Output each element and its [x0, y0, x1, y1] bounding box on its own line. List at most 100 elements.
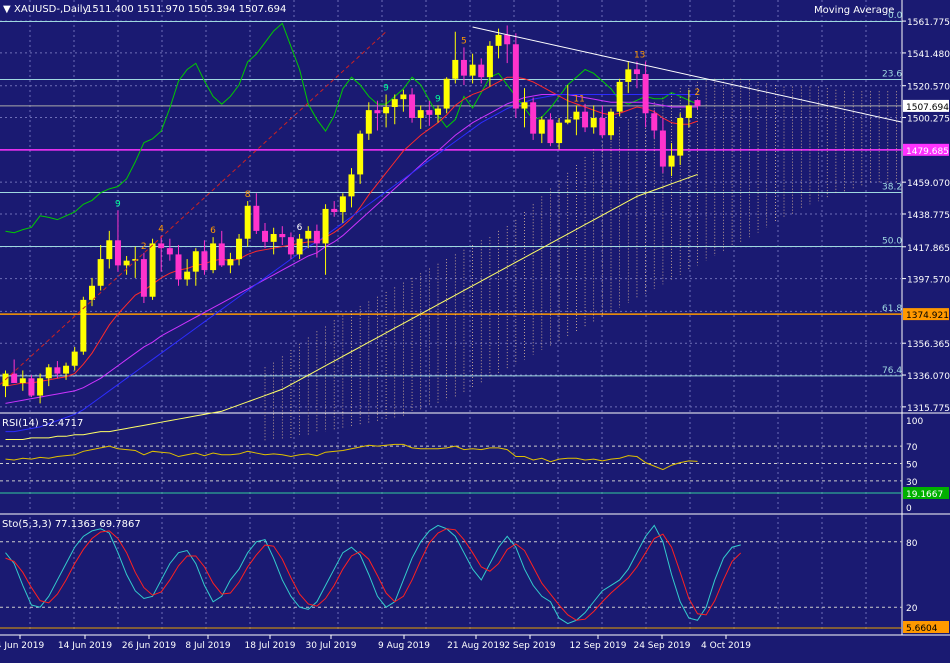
candle-body: [89, 285, 95, 300]
candle-body: [106, 240, 113, 260]
time-axis: 4 Jun 2019 14 Jun 2019 26 Jun 2019 8 Jul 20…: [0, 635, 751, 651]
candle-body: [63, 365, 70, 374]
price-tick-label: 1541.480: [907, 50, 950, 60]
candle-body: [158, 243, 165, 249]
fib-level-label: 76.4: [882, 366, 902, 376]
fib-level-label: 38.2: [882, 182, 902, 192]
rsi-tick-label: 70: [906, 443, 918, 453]
ma-mid-line: [5, 93, 698, 404]
candle-body: [339, 196, 346, 213]
candle-body: [374, 110, 381, 114]
candle-body: [262, 230, 268, 242]
fib-level-label: 61.8: [882, 304, 902, 314]
candle-body: [651, 113, 658, 131]
time-tick-label: 18 Jul 2019: [245, 641, 296, 651]
candle-body: [270, 234, 277, 242]
price-tag-label: 1374.921: [906, 311, 949, 321]
candle-body: [201, 251, 208, 271]
candle-count-label: 8: [245, 190, 251, 200]
candle-count-label: 9: [115, 199, 121, 209]
rsi-tick-label: 50: [906, 461, 918, 471]
candle-body: [538, 119, 545, 134]
candle-body: [677, 117, 684, 156]
rsi-tick-label: 0: [906, 504, 912, 514]
chart-title-arrow: ▼: [3, 4, 11, 15]
candle-body: [469, 64, 476, 76]
price-tick-label: 1315.775: [907, 404, 950, 414]
time-tick-label: 30 Jul 2019: [306, 641, 357, 651]
time-tick-label: 14 Jun 2019: [58, 641, 112, 651]
candle-annotations: 9 4 2 6 8 6 9 9 5 11 13 2: [115, 36, 700, 251]
candle-body: [227, 259, 234, 266]
price-tick-label: 1438.775: [907, 211, 950, 221]
trendline[interactable]: [472, 26, 903, 123]
candle-body: [582, 111, 589, 128]
candle-body: [296, 238, 303, 255]
fib-level-label: 50.0: [882, 237, 902, 247]
candle-body: [616, 81, 623, 112]
candle-body: [97, 259, 104, 286]
candle-count-label: 9: [435, 94, 441, 104]
candle-body: [547, 119, 554, 144]
candle-body: [400, 94, 407, 100]
candle-body: [71, 351, 78, 366]
candle-body: [244, 205, 251, 239]
candle-body: [54, 367, 61, 374]
moving-averages: [5, 76, 698, 440]
time-tick-label: 4 Oct 2019: [701, 641, 751, 651]
candle-body: [218, 243, 225, 266]
candle-body: [504, 34, 511, 45]
candle-body: [452, 59, 459, 79]
rsi-tag: [903, 487, 949, 499]
oscillator-series: [5, 22, 698, 234]
candles: [2, 25, 701, 404]
stochastic-title: Sto(5,3,3) 77.1363 69.7867: [2, 519, 141, 530]
trendline-dashed[interactable]: [0, 31, 387, 385]
price-tick-label: 1500.275: [907, 115, 950, 125]
candle-count-label: 4: [158, 225, 164, 235]
time-tick-label: 24 Sep 2019: [633, 641, 690, 651]
candle-body: [279, 234, 286, 238]
time-tick-label: 2 Sep 2019: [504, 641, 556, 651]
candle-body: [80, 299, 87, 352]
candle-body: [166, 248, 173, 255]
ma-fast-line: [5, 76, 698, 387]
candle-count-label: 5: [461, 36, 467, 46]
candle-count-label: 2: [141, 242, 147, 252]
price-axis: 1561.775 1541.480 1520.570 1500.275 1459.070…: [902, 18, 950, 414]
candle-body: [114, 240, 121, 266]
rsi-series: [5, 443, 698, 471]
price-tag: [903, 308, 949, 321]
candle-body: [443, 78, 450, 109]
candle-body: [383, 106, 390, 114]
time-tick-label: 21 Aug 2019: [447, 641, 505, 651]
trendline-group[interactable]: [0, 26, 903, 385]
time-tick-label: 26 Jun 2019: [122, 641, 176, 651]
candle-body: [460, 59, 467, 76]
price-tag: [903, 99, 949, 112]
candle-body: [608, 111, 614, 136]
candle-body: [192, 251, 199, 272]
rsi-panel: 100 70 50 30 0 19.1667: [0, 417, 949, 514]
ma-slow-line: [5, 93, 698, 433]
sto-tick-label: 80: [906, 539, 918, 549]
candle-body: [530, 102, 537, 134]
candle-count-label: 9: [383, 83, 389, 93]
candle-body: [357, 133, 364, 175]
candle-body: [633, 69, 640, 75]
price-tag-label: 1479.685: [906, 147, 949, 157]
candle-body: [564, 119, 571, 123]
candle-count-label: 6: [210, 226, 216, 236]
time-tick-label: 8 Jul 2019: [185, 641, 230, 651]
candle-body: [236, 238, 243, 260]
candle-body: [253, 205, 260, 231]
candle-body: [521, 102, 528, 109]
candle-body: [331, 208, 338, 213]
candle-body: [348, 174, 355, 197]
stochastic-panel: 80 20 5.6604: [0, 524, 949, 634]
horizontal-levels: 23.6 38.2 50.0 61.8 76.4: [0, 21, 902, 377]
candle-body: [28, 378, 35, 396]
sto-tag: [903, 621, 949, 633]
